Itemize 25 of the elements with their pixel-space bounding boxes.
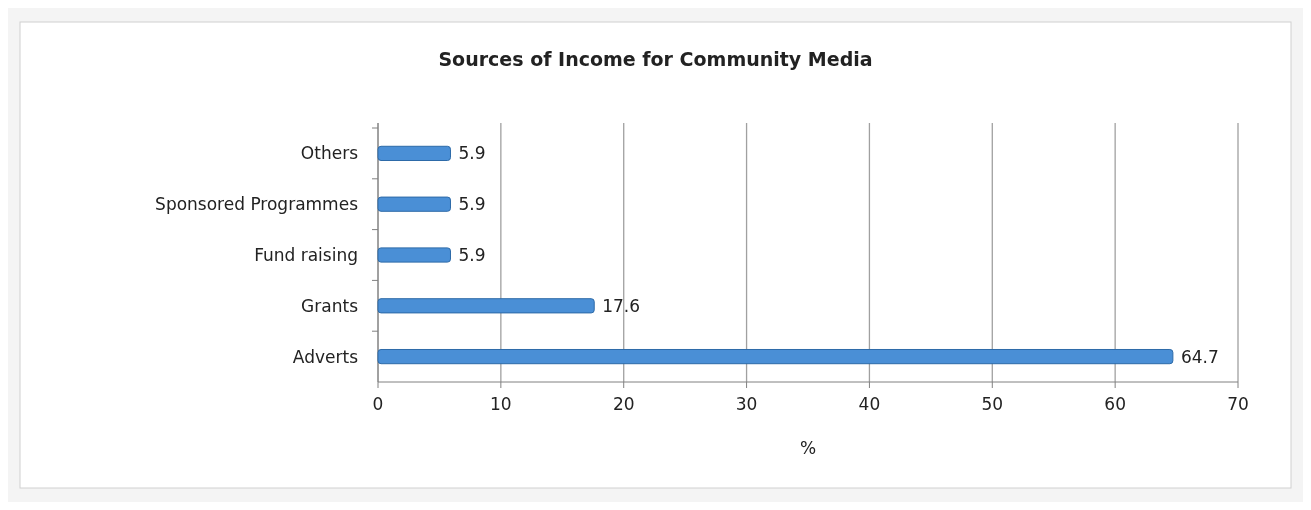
x-axis-title: %: [799, 438, 817, 458]
x-tick-label: 10: [490, 394, 512, 414]
bar: [377, 247, 451, 263]
x-tick-label: 0: [372, 394, 384, 414]
y-tick-label: Sponsored Programmes: [155, 194, 359, 215]
x-tick-label: 20: [612, 394, 635, 414]
data-label: 5.9: [458, 143, 486, 164]
x-tick-label: 70: [1227, 394, 1249, 414]
bar: [377, 196, 451, 212]
y-tick-label: Fund raising: [254, 245, 358, 265]
x-tick-label: 30: [735, 394, 758, 414]
x-tick-label: 40: [858, 394, 881, 414]
data-label: 64.7: [1180, 346, 1219, 367]
y-tick-label: Grants: [301, 295, 359, 316]
data-label: 5.9: [458, 245, 486, 265]
bar: [377, 348, 1174, 365]
bar: [377, 298, 595, 314]
chart-title: Sources of Income for Community Media: [438, 48, 873, 70]
data-label: 17.6: [602, 295, 641, 316]
y-tick-label: Others: [300, 143, 359, 164]
data-label: 5.9: [458, 194, 486, 215]
y-tick-label: Adverts: [292, 346, 359, 367]
x-tick-label: 50: [981, 394, 1004, 414]
x-tick-label: 60: [1104, 394, 1126, 414]
bar: [377, 145, 451, 162]
